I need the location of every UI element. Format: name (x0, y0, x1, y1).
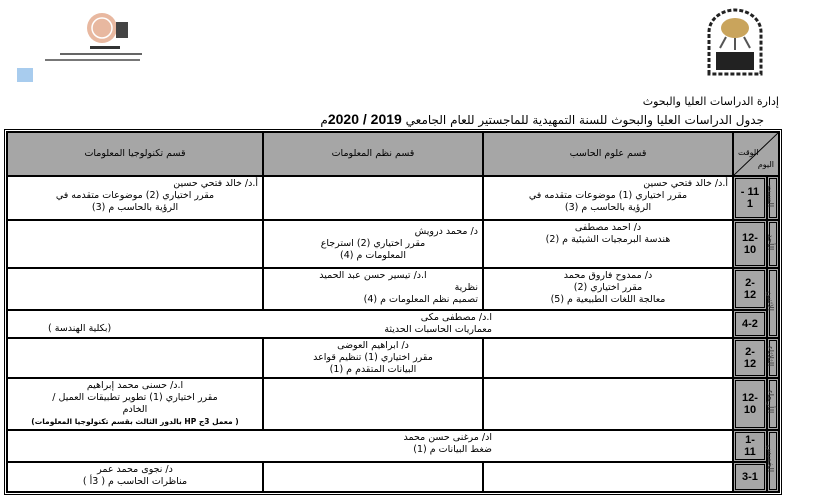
cell-cs (482, 462, 733, 492)
cell-it: أ.د/ خالد فتحي حسين مقرر اختياري (2) موضو… (7, 176, 263, 220)
cell-cs (482, 378, 733, 430)
table-row: الثلاثاء 2-12 د/ ابراهيم العوضى مقرر اختي… (7, 338, 779, 378)
lab-note: ( معمل 3ج HP بالدور الثالث بقسم تكنولوجي… (31, 417, 239, 426)
cell-it (7, 338, 263, 378)
day-sunday: الأحد (766, 220, 779, 268)
column-header-it: قسم تكنولوجيا المعلومات (7, 132, 263, 176)
university-seal (706, 8, 764, 76)
day-thursday: الخميس (766, 430, 779, 492)
blue-square-mark (17, 68, 33, 82)
cell-merged: اد/ مرغنى حسن محمد ضغط البيانات م (1) (7, 430, 733, 462)
time-slot: 4-2 (732, 310, 767, 338)
corner-day-label: اليوم (757, 160, 774, 169)
time-slot: 12-10 (732, 220, 767, 268)
faculty-logo (40, 8, 150, 68)
location-note: (بكلية الهندسة ) (48, 323, 112, 334)
cell-cs (482, 338, 733, 378)
table-row: 4-2 ا.د/ مصطفى مكى معماريات الحاسبات الحد… (7, 310, 779, 338)
cell-is (262, 378, 483, 430)
table-row: الاثنين 2-12 د/ ممدوح فاروق محمد مقرر اخت… (7, 268, 779, 338)
cell-cs: د/ احمد مصطفى هندسة البرمجيات الشيئية م (… (482, 220, 733, 268)
cell-is: ا.د/ تيسير حسن عبد الحميد نظرية تصميم نظم … (262, 268, 483, 310)
cell-it: ا.د/ حسنى محمد إبراهيم مقرر اختياري (1) ت… (7, 378, 263, 430)
time-slot: 2-12 (732, 338, 767, 378)
column-header-is: قسم نظم المعلومات (262, 132, 483, 176)
cell-is: د/ محمد درويش مقرر اختياري (2) استرجاع الم… (262, 220, 483, 268)
time-slot: 3-1 (732, 462, 767, 492)
table-row: الأحد 12-10 د/ احمد مصطفى هندسة البرمجيات… (7, 220, 779, 268)
schedule-title: جدول الدراسات العليا والبحوث للسنة التمه… (320, 111, 764, 127)
day-wednesday: الأربعاء (766, 378, 779, 430)
day-saturday: السبت (766, 176, 779, 220)
corner-time-label: الوقت (737, 148, 759, 157)
time-slot: 1-11 (732, 430, 767, 462)
table-row: الخميس 1-11 اد/ مرغنى حسن محمد ضغط البيان… (7, 430, 779, 492)
day-tuesday: الثلاثاء (766, 338, 779, 378)
table-row: الأربعاء 12-10 ا.د/ حسنى محمد إبراهيم مقر… (7, 378, 779, 430)
cell-it (7, 268, 263, 310)
table-row: السبت 11 - 1 أ.د/ خالد فتحي حسين مقرر اخت… (7, 176, 779, 220)
time-slot: 11 - 1 (732, 176, 767, 220)
day-monday: الاثنين (766, 268, 779, 338)
time-slot: 2-12 (732, 268, 767, 310)
schedule-table: الوقت اليوم قسم علوم الحاسب قسم نظم المع… (4, 129, 782, 495)
cell-cs: د/ ممدوح فاروق محمد مقرر اختياري (2) معالج… (482, 268, 733, 310)
cell-is (262, 176, 483, 220)
corner-cell: الوقت اليوم (732, 132, 779, 176)
table-row: 3-1 د/ نجوى محمد عمر مناظرات الحاسب م ( 3… (7, 462, 779, 492)
cell-it (7, 220, 263, 268)
department-heading: إدارة الدراسات العليا والبحوث (642, 95, 779, 108)
cell-is: د/ ابراهيم العوضى مقرر اختياري (1) تنظيم … (262, 338, 483, 378)
cell-merged: ا.د/ مصطفى مكى معماريات الحاسبات الحديثة … (7, 310, 733, 338)
cell-it: د/ نجوى محمد عمر مناظرات الحاسب م ( 3أ ) (7, 462, 263, 492)
time-slot: 12-10 (732, 378, 767, 430)
cell-is (262, 462, 483, 492)
column-header-cs: قسم علوم الحاسب (482, 132, 733, 176)
cell-cs: أ.د/ خالد فتحي حسين مقرر اختياري (1) موضو… (482, 176, 733, 220)
